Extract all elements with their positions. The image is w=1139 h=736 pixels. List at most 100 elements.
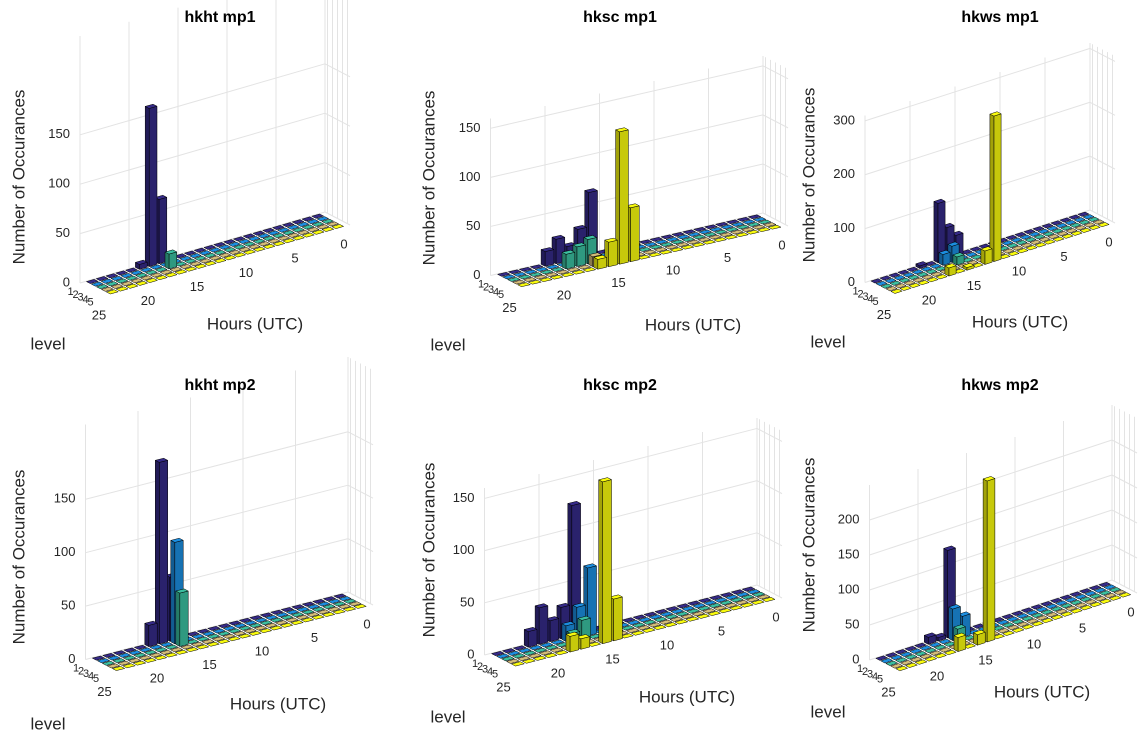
bar-face	[752, 224, 766, 230]
bar	[741, 594, 755, 600]
bar	[714, 229, 728, 235]
bar-face	[714, 597, 728, 603]
bar-face	[202, 631, 215, 637]
bar-face	[218, 252, 232, 258]
bar	[123, 647, 137, 653]
bar	[1050, 597, 1063, 604]
bar-face	[100, 278, 114, 284]
bar-face	[925, 269, 938, 275]
bar-face	[527, 629, 538, 648]
bar	[105, 273, 119, 279]
bar-face	[584, 188, 598, 193]
bar-face	[948, 604, 961, 610]
bar-face	[577, 264, 591, 270]
z-axis-label: Number of Occurances	[419, 463, 438, 638]
bar-face	[95, 276, 109, 282]
bar-face	[747, 214, 762, 220]
bar	[1079, 227, 1092, 233]
bar	[687, 600, 701, 606]
bar	[1079, 588, 1092, 594]
x-tick-label: 5	[724, 250, 731, 265]
bar-face	[107, 655, 121, 661]
bar	[746, 597, 760, 603]
y-tick-label: 3	[867, 668, 873, 680]
x-tick-label: 15	[978, 652, 992, 667]
bar	[267, 238, 281, 244]
bar-face	[203, 252, 217, 258]
bar-face	[562, 242, 576, 247]
bar	[1025, 245, 1038, 251]
bar	[620, 633, 634, 639]
y-axis-label: level	[31, 714, 66, 733]
grid-line	[85, 484, 349, 554]
bar	[123, 655, 136, 661]
bar	[577, 264, 591, 270]
bar	[1028, 231, 1041, 237]
bar	[543, 653, 558, 658]
bar	[259, 628, 272, 634]
bar-face	[1051, 228, 1064, 234]
bar-face	[703, 232, 717, 237]
bar-face	[243, 249, 256, 255]
chart-title: hksc mp1	[583, 9, 657, 26]
bar	[549, 647, 564, 653]
z-tick-label: 50	[61, 598, 75, 613]
bar-face	[275, 620, 288, 626]
bar	[143, 658, 157, 663]
bar-face	[213, 250, 227, 256]
bar	[888, 272, 901, 278]
bar-face	[870, 278, 883, 284]
bar	[675, 611, 689, 617]
bar	[539, 642, 554, 648]
bar	[653, 247, 668, 252]
bar	[648, 252, 662, 257]
bar-face	[685, 616, 699, 622]
bar-face	[186, 639, 199, 645]
bar-face	[311, 229, 325, 235]
bar	[348, 601, 362, 607]
bar-face	[1006, 243, 1019, 248]
bar-face	[626, 203, 640, 209]
bar	[561, 249, 576, 270]
bar-face	[1056, 231, 1069, 237]
bar	[632, 622, 646, 628]
bar	[317, 601, 331, 607]
bar	[291, 612, 304, 618]
x-tick-label: 5	[1079, 620, 1086, 635]
bar-face	[654, 609, 669, 614]
bar-face	[1059, 594, 1073, 600]
bar	[658, 249, 673, 255]
bar	[1069, 222, 1082, 228]
bar-face	[1074, 225, 1087, 231]
bar	[997, 628, 1010, 634]
y-tick-label: 2	[857, 288, 863, 300]
bar	[97, 658, 110, 664]
bar	[962, 262, 975, 271]
bar-face	[879, 275, 892, 281]
bar-face	[307, 604, 320, 610]
bar	[321, 226, 335, 232]
bar-face	[533, 647, 548, 653]
bar-face	[762, 222, 777, 227]
bar	[1094, 596, 1107, 602]
bar-face	[518, 648, 532, 653]
bar	[916, 272, 929, 277]
bar-face	[697, 605, 711, 611]
bar-face	[573, 225, 587, 230]
bar	[643, 249, 657, 255]
bar	[875, 655, 888, 661]
bar-face	[697, 237, 711, 242]
bar-face	[720, 224, 734, 230]
bar-face	[312, 599, 326, 604]
bar	[702, 239, 716, 245]
bar	[238, 239, 251, 244]
bar	[501, 656, 515, 662]
bar	[101, 286, 114, 292]
bar-face	[105, 281, 119, 287]
bar	[1098, 581, 1111, 588]
bar	[199, 258, 212, 264]
bar-face	[139, 647, 152, 653]
bar	[1089, 601, 1102, 608]
bar-face	[1016, 613, 1029, 619]
bar-face	[1041, 223, 1054, 229]
